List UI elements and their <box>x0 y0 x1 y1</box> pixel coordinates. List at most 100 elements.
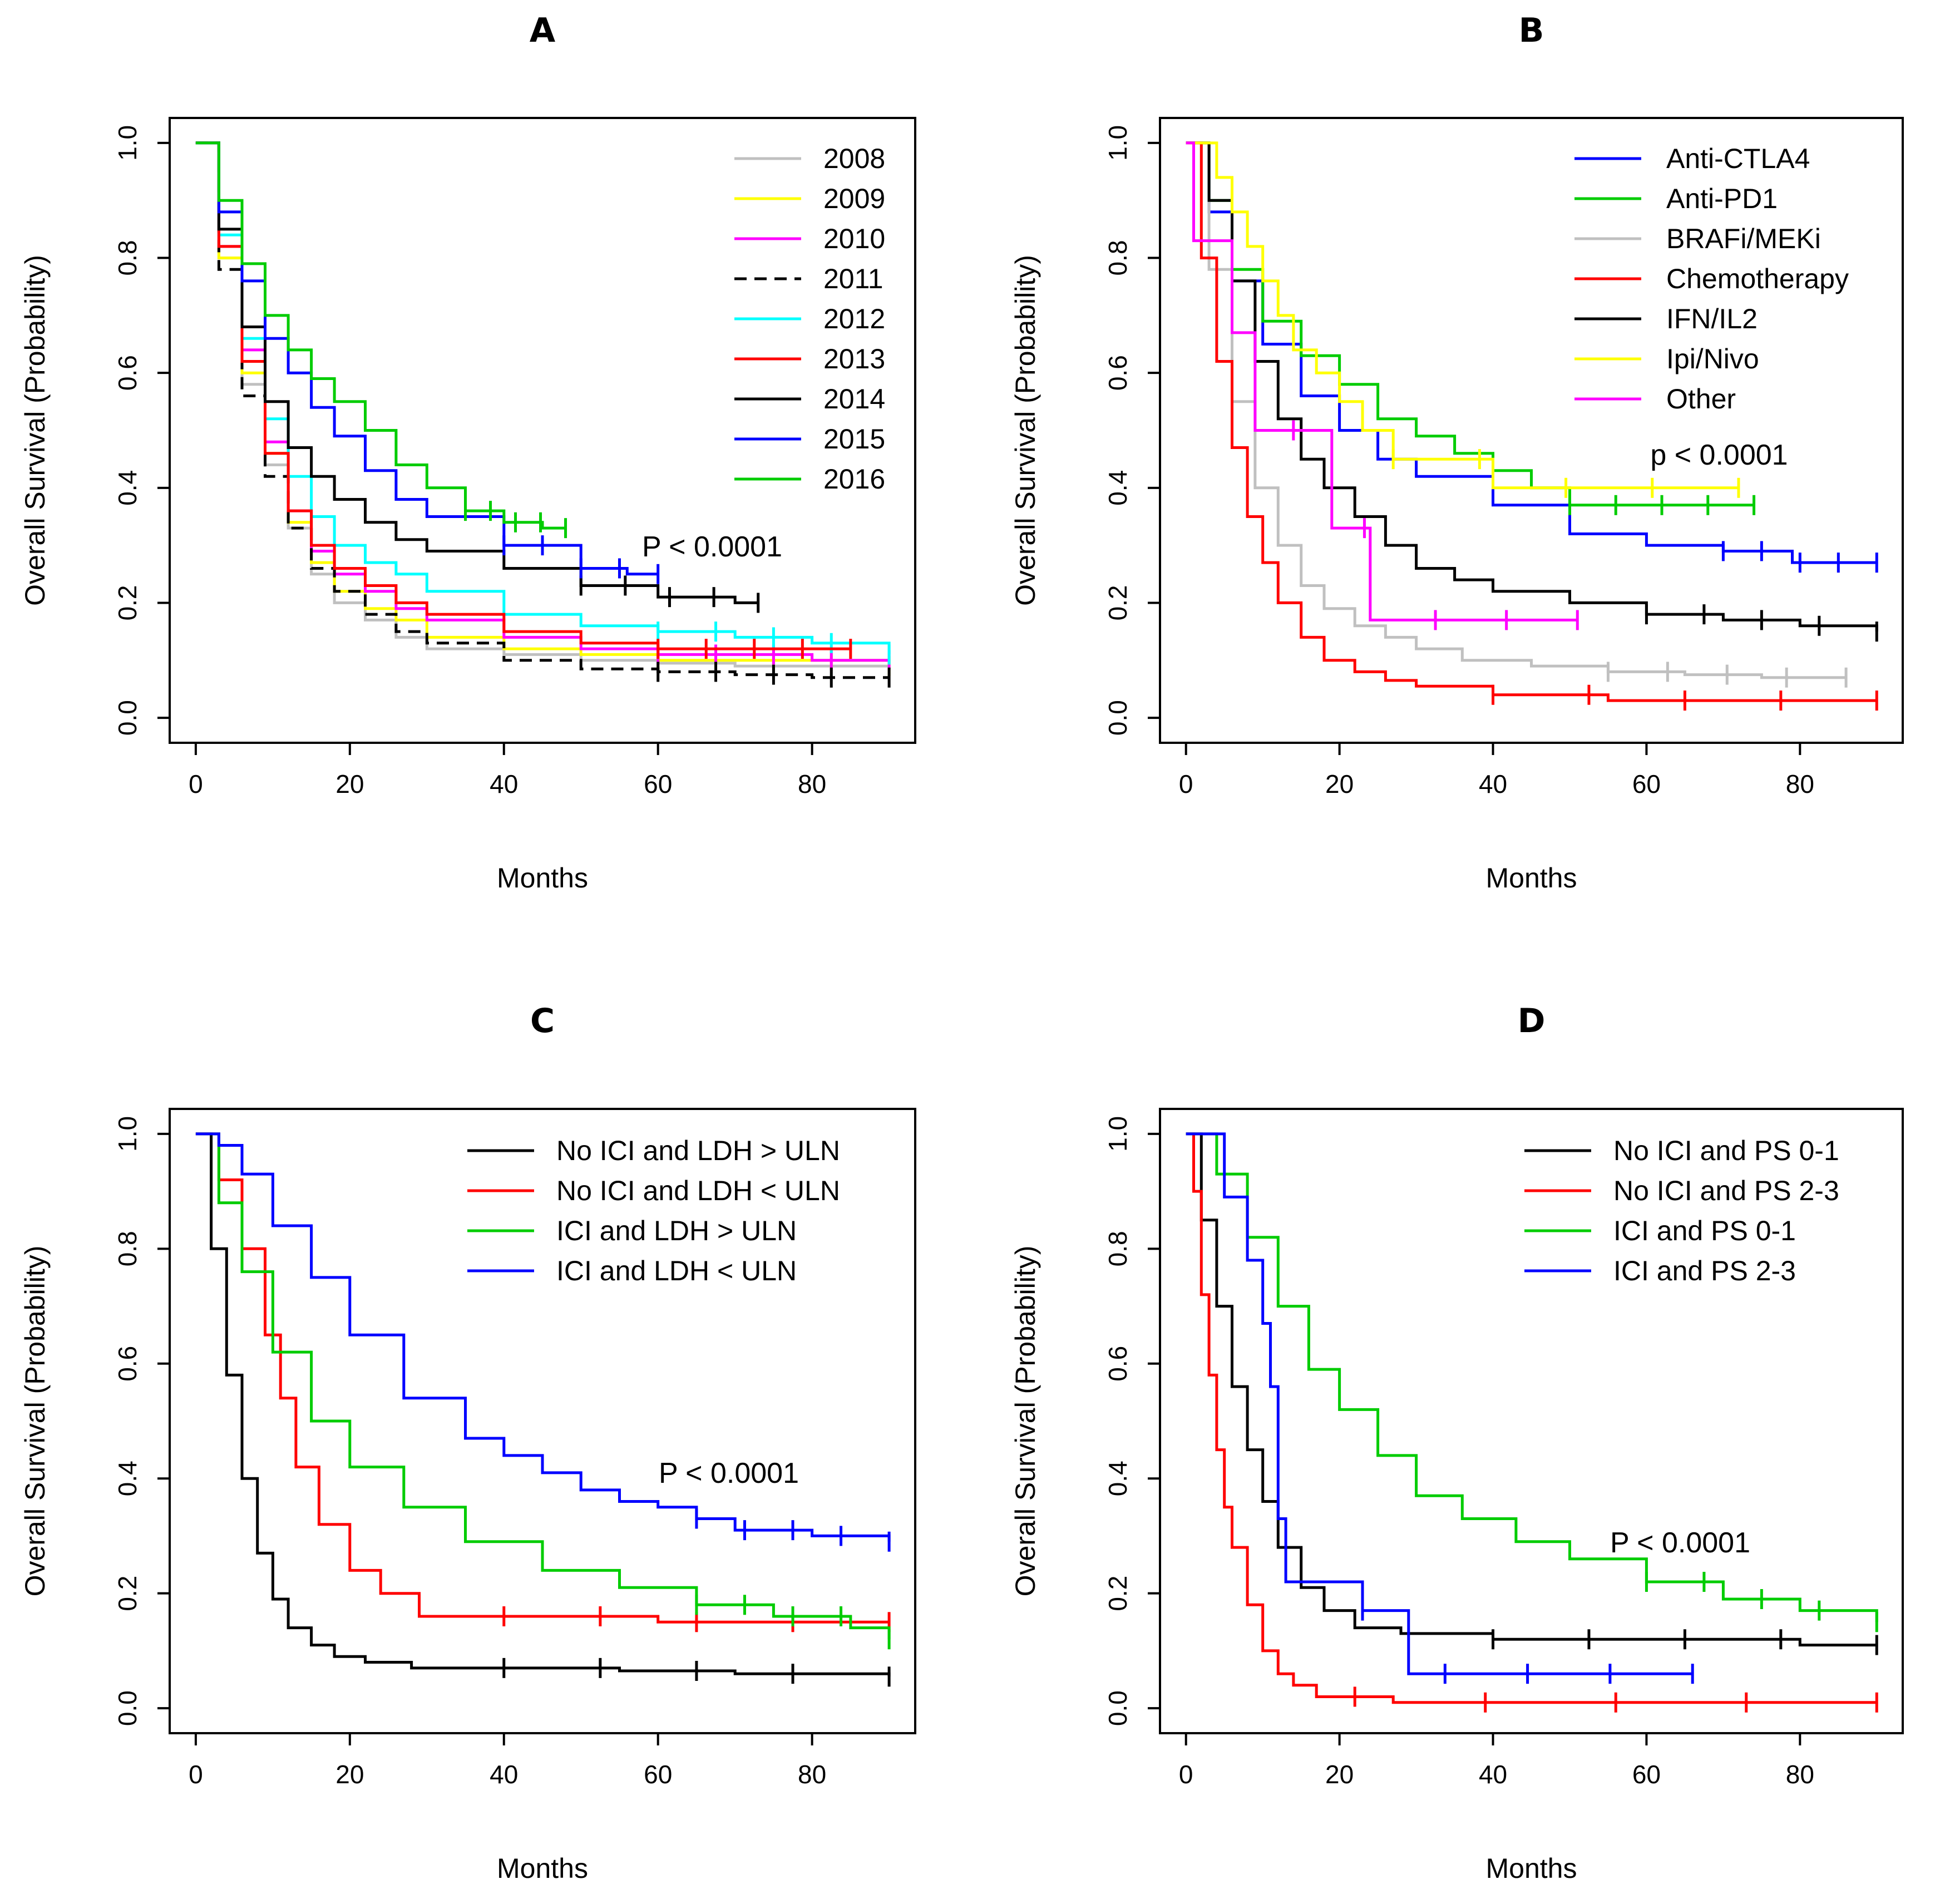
x-tick-label: 0 <box>189 770 203 798</box>
legend-label: 2010 <box>823 223 885 254</box>
x-tick-label: 20 <box>335 1760 364 1789</box>
y-tick-label: 0.2 <box>113 1576 142 1611</box>
legend-label: 2009 <box>823 183 885 214</box>
legend-label: BRAFi/MEKi <box>1666 223 1821 254</box>
series-line-ici-and-ps-0-1 <box>1186 1134 1877 1622</box>
panel-title: A <box>530 11 556 50</box>
panel-C: C 0 20 40 60 80 0.0 0.2 0.4 0.6 0.8 1.0 Months Overal… <box>19 1002 915 1884</box>
series-line-ifn-il2 <box>1186 143 1877 632</box>
legend-label: ICI and LDH < ULN <box>556 1255 797 1286</box>
p-value-annotation: p < 0.0001 <box>1650 439 1788 471</box>
x-tick-label: 20 <box>335 770 364 798</box>
legend-label: ICI and LDH > ULN <box>556 1215 797 1246</box>
y-tick-label: 0.0 <box>1103 700 1132 736</box>
legend-label: No ICI and PS 2-3 <box>1613 1175 1839 1206</box>
x-tick-label: 80 <box>798 1760 826 1789</box>
series-line-ici-and-ldh-uln <box>196 1134 889 1639</box>
series-line-2008 <box>196 143 889 666</box>
x-axis-title: Months <box>1486 862 1577 894</box>
legend-label: Anti-PD1 <box>1666 183 1778 214</box>
y-axis-title: Overall Survival (Probability) <box>1010 255 1041 606</box>
y-tick-label: 0.6 <box>113 1346 142 1382</box>
panel-D: D 0 20 40 60 80 0.0 0.2 0.4 0.6 0.8 1.0 Months Overal… <box>1010 1002 1903 1884</box>
y-axis-title: Overall Survival (Probability) <box>1010 1246 1041 1597</box>
series-line-other <box>1186 143 1578 620</box>
y-tick-label: 0.2 <box>1103 1576 1132 1611</box>
legend-label: Chemotherapy <box>1666 263 1849 294</box>
legend-label: ICI and PS 0-1 <box>1613 1215 1796 1246</box>
y-tick-label: 0.0 <box>113 1690 142 1726</box>
legend-label: 2014 <box>823 383 885 415</box>
x-axis-title: Months <box>497 1853 588 1884</box>
series-line-2013 <box>196 143 851 649</box>
x-tick-label: 40 <box>1479 1760 1507 1789</box>
p-value-annotation: P < 0.0001 <box>659 1457 799 1489</box>
panel-B: B 0 20 40 60 80 0.0 0.2 0.4 0.6 0.8 1.0 Months Overal… <box>1010 11 1903 894</box>
legend-label: ICI and PS 2-3 <box>1613 1255 1796 1286</box>
x-tick-label: 60 <box>1632 1760 1661 1789</box>
series-line-no-ici-and-ps-0-1 <box>1186 1134 1877 1645</box>
y-tick-label: 0.4 <box>1103 470 1132 506</box>
x-tick-label: 60 <box>644 1760 672 1789</box>
y-tick-label: 0.6 <box>1103 355 1132 391</box>
series-line-ipi-nivo <box>1186 143 1739 488</box>
y-tick-label: 0.0 <box>1103 1690 1132 1726</box>
x-tick-label: 0 <box>1179 770 1193 798</box>
x-tick-label: 20 <box>1325 1760 1354 1789</box>
y-tick-label: 0.8 <box>113 1231 142 1266</box>
x-tick-label: 80 <box>1786 1760 1814 1789</box>
y-tick-label: 0.4 <box>113 1461 142 1496</box>
panel-A: A 0 20 40 60 80 0.0 0.2 0.4 0.6 0.8 1.0 Months Overal… <box>19 11 915 894</box>
legend-label: No ICI and PS 0-1 <box>1613 1135 1839 1166</box>
y-tick-label: 0.2 <box>113 585 142 620</box>
y-tick-label: 0.4 <box>113 470 142 506</box>
legend-label: 2012 <box>823 303 885 334</box>
legend-label: 2011 <box>823 263 883 294</box>
y-tick-label: 1.0 <box>1103 1116 1132 1152</box>
y-tick-label: 1.0 <box>113 1116 142 1152</box>
p-value-annotation: P < 0.0001 <box>642 531 782 563</box>
y-tick-label: 0.8 <box>1103 1231 1132 1266</box>
figure: A 0 20 40 60 80 0.0 0.2 0.4 0.6 0.8 1.0 Months Overal… <box>0 0 1935 1904</box>
legend-label: 2013 <box>823 343 885 374</box>
y-tick-label: 0.0 <box>113 700 142 736</box>
y-tick-label: 0.6 <box>113 355 142 391</box>
x-tick-label: 0 <box>1179 1760 1193 1789</box>
x-tick-label: 0 <box>189 1760 203 1789</box>
x-tick-label: 40 <box>490 770 518 798</box>
x-axis-title: Months <box>497 862 588 894</box>
y-tick-label: 1.0 <box>113 125 142 161</box>
y-tick-label: 0.8 <box>113 240 142 276</box>
legend-label: No ICI and LDH < ULN <box>556 1175 840 1206</box>
y-tick-label: 0.2 <box>1103 585 1132 620</box>
x-tick-label: 40 <box>490 1760 518 1789</box>
series-line-2009 <box>196 143 889 666</box>
legend-label: Ipi/Nivo <box>1666 343 1759 374</box>
y-tick-label: 0.8 <box>1103 240 1132 276</box>
legend-label: Other <box>1666 383 1736 415</box>
y-tick-label: 1.0 <box>1103 125 1132 161</box>
x-tick-label: 60 <box>1632 770 1661 798</box>
panel-title: B <box>1519 11 1544 50</box>
panel-title: C <box>530 1002 555 1040</box>
series-line-2011 <box>196 143 889 678</box>
y-tick-label: 0.6 <box>1103 1346 1132 1382</box>
legend-label: IFN/IL2 <box>1666 303 1758 334</box>
y-axis-title: Overall Survival (Probability) <box>19 1246 51 1597</box>
x-tick-label: 60 <box>644 770 672 798</box>
legend-label: 2015 <box>823 423 885 455</box>
y-tick-label: 0.4 <box>1103 1461 1132 1496</box>
legend-label: No ICI and LDH > ULN <box>556 1135 840 1166</box>
p-value-annotation: P < 0.0001 <box>1610 1527 1750 1559</box>
legend-label: Anti-CTLA4 <box>1666 143 1810 174</box>
series-line-2010 <box>196 143 889 660</box>
panel-title: D <box>1518 1002 1546 1040</box>
y-axis-title: Overall Survival (Probability) <box>19 255 51 606</box>
x-tick-label: 80 <box>798 770 826 798</box>
legend-label: 2008 <box>823 143 885 174</box>
legend-label: 2016 <box>823 463 885 495</box>
x-tick-label: 20 <box>1325 770 1354 798</box>
x-tick-label: 40 <box>1479 770 1507 798</box>
x-tick-label: 80 <box>1786 770 1814 798</box>
x-axis-title: Months <box>1486 1853 1577 1884</box>
